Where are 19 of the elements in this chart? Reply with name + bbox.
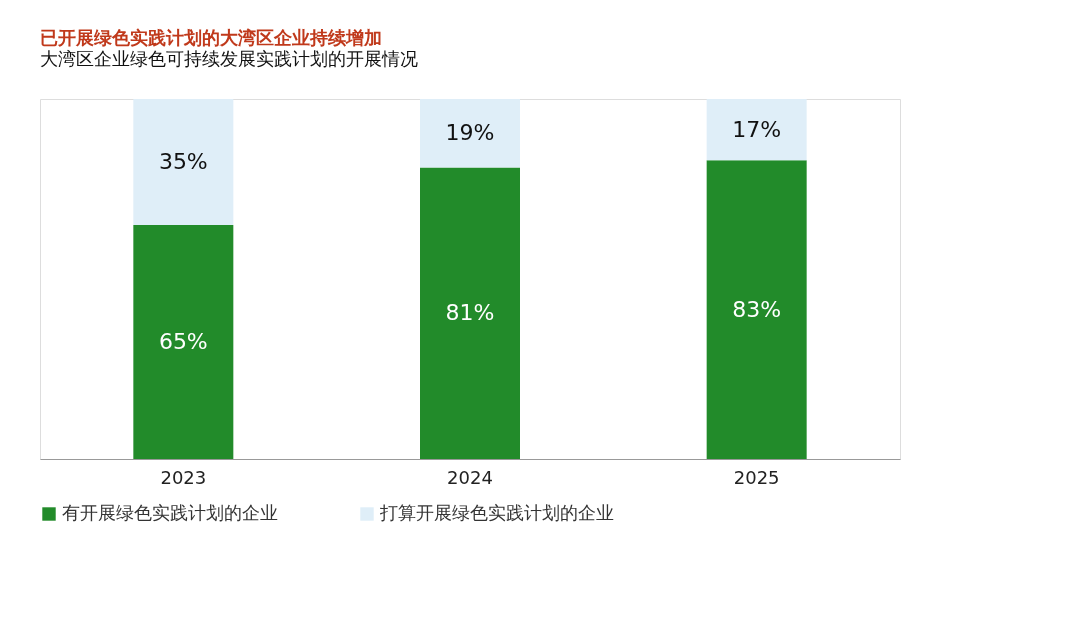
data-label: 65% bbox=[158, 329, 208, 354]
bar bbox=[420, 167, 520, 459]
x-tick-label: 2025 bbox=[733, 466, 780, 488]
legend-label: 打算开展绿色实践计划的企业 bbox=[379, 502, 614, 523]
data-label: 17% bbox=[732, 116, 782, 142]
chart-title: 已开展绿色实践计划的大湾区企业持续增加 bbox=[40, 27, 382, 48]
chart-subtitle: 大湾区企业绿色可持续发展实践计划的开展情况 bbox=[40, 48, 418, 69]
bar bbox=[133, 99, 234, 225]
x-tick-label: 2023 bbox=[160, 466, 207, 488]
bar bbox=[706, 160, 807, 459]
bar bbox=[706, 99, 807, 161]
data-label: 81% bbox=[445, 300, 495, 326]
legend-label: 有开展绿色实践计划的企业 bbox=[62, 502, 278, 523]
data-label: 35% bbox=[158, 149, 208, 174]
x-tick-label: 2024 bbox=[447, 466, 493, 488]
data-label: 19% bbox=[445, 120, 495, 146]
bar bbox=[133, 225, 234, 459]
bar bbox=[420, 99, 520, 168]
data-label: 83% bbox=[732, 296, 782, 322]
